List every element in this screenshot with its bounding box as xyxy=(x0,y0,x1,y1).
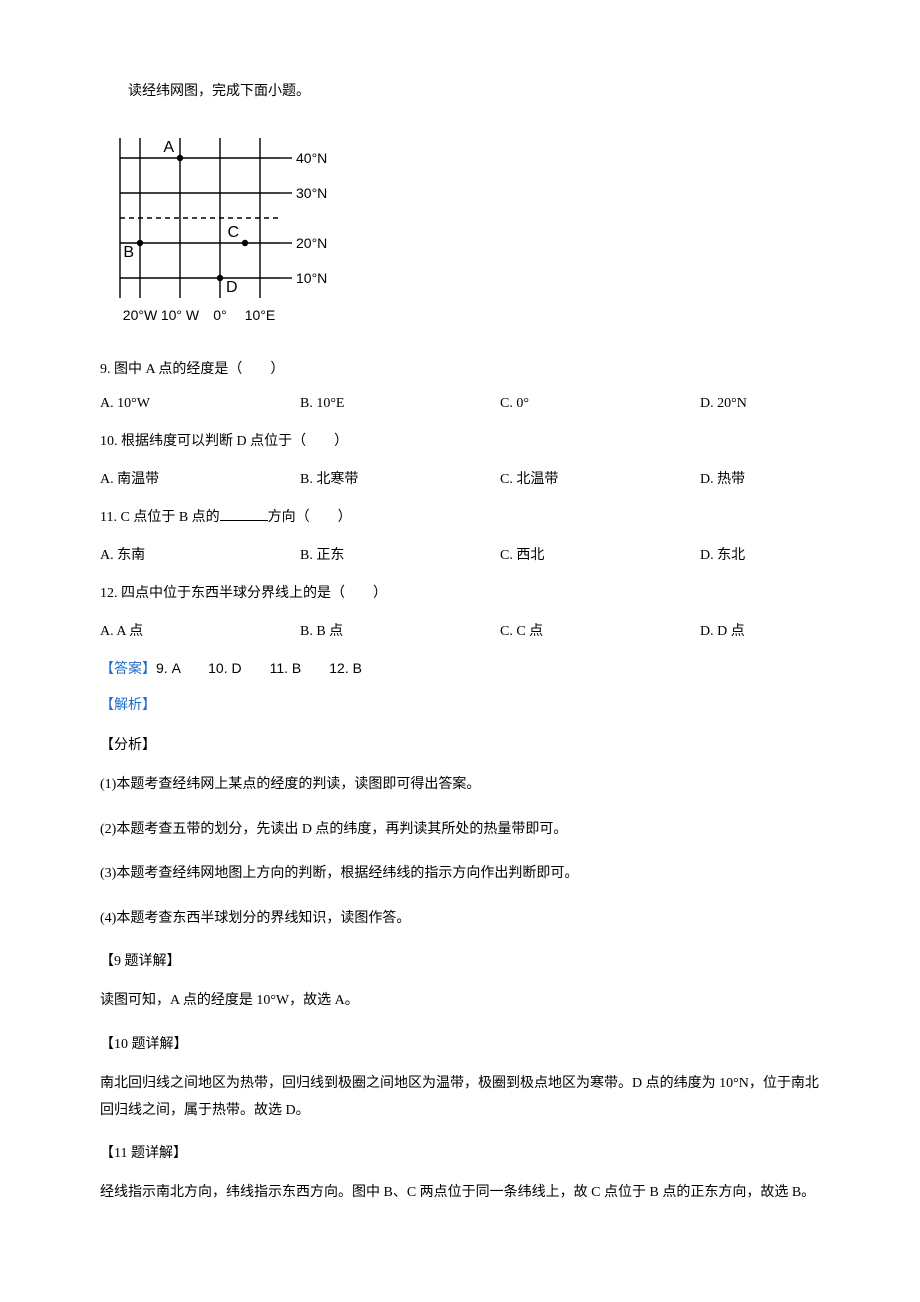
q10-options: A. 南温带 B. 北寒带 C. 北温带 D. 热带 xyxy=(100,468,820,488)
q12-stem: 12. 四点中位于东西半球分界线上的是（ ） xyxy=(100,582,820,602)
fenxi-tag: 【分析】 xyxy=(100,734,820,754)
q12-options: A. A 点 B. B 点 C. C 点 D. D 点 xyxy=(100,620,820,640)
q9-opt-c: C. 0° xyxy=(500,396,700,412)
q10-stem: 10. 根据纬度可以判断 D 点位于（ ） xyxy=(100,430,820,450)
d11-tag: 【11 题详解】 xyxy=(100,1142,820,1162)
q10-opt-a: A. 南温带 xyxy=(100,468,300,488)
q12-opt-c: C. C 点 xyxy=(500,620,700,640)
d9-text: 读图可知，A 点的经度是 10°W，故选 A。 xyxy=(100,988,820,1015)
svg-text:10°N: 10°N xyxy=(296,270,327,286)
svg-text:A: A xyxy=(163,139,174,156)
answer-line: 【答案】9. A 10. D 11. B 12. B xyxy=(100,658,820,678)
svg-text:30°N: 30°N xyxy=(296,185,327,201)
q10-opt-c: C. 北温带 xyxy=(500,468,700,488)
q11-stem-suffix: 方向（ ） xyxy=(268,510,352,525)
q11-opt-a: A. 东南 xyxy=(100,544,300,564)
q12-opt-d: D. D 点 xyxy=(700,620,745,640)
fenxi-p2: (2)本题考查五带的划分，先读出 D 点的纬度，再判读其所处的热量带即可。 xyxy=(100,817,820,844)
svg-text:B: B xyxy=(123,244,134,261)
svg-text:20°W: 20°W xyxy=(123,307,158,323)
coord-grid-figure: 40°N 30°N 20°N 10°N 20°W10° W 0° 10°E A B C D xyxy=(100,128,820,338)
q12-opt-b: B. B 点 xyxy=(300,620,500,640)
q11-blank xyxy=(220,507,268,521)
fenxi-p4: (4)本题考查东西半球划分的界线知识，读图作答。 xyxy=(100,906,820,933)
d11-text: 经线指示南北方向，纬线指示东西方向。图中 B、C 两点位于同一条纬线上，故 C … xyxy=(100,1180,820,1207)
fenxi-p1: (1)本题考查经纬网上某点的经度的判读，读图即可得出答案。 xyxy=(100,772,820,799)
d10-tag: 【10 题详解】 xyxy=(100,1033,820,1053)
svg-text:40°N: 40°N xyxy=(296,150,327,166)
svg-text:C: C xyxy=(227,224,239,241)
q10-opt-b: B. 北寒带 xyxy=(300,468,500,488)
svg-text:0°: 0° xyxy=(213,307,226,323)
q12-opt-a: A. A 点 xyxy=(100,620,300,640)
intro-text: 读经纬网图，完成下面小题。 xyxy=(100,80,820,100)
answer-label: 【答案】 xyxy=(100,660,156,676)
q9-opt-b: B. 10°E xyxy=(300,396,500,412)
svg-text:20°N: 20°N xyxy=(296,235,327,251)
analysis-label: 【解析】 xyxy=(100,694,820,714)
d10-text: 南北回归线之间地区为热带，回归线到极圈之间地区为温带，极圈到极点地区为寒带。D … xyxy=(100,1071,820,1124)
svg-text:10° W: 10° W xyxy=(161,307,200,323)
answer-text: 9. A 10. D 11. B 12. B xyxy=(156,660,362,676)
q11-opt-b: B. 正东 xyxy=(300,544,500,564)
q9-stem: 9. 图中 A 点的经度是（ ） xyxy=(100,358,820,378)
svg-text:10°E: 10°E xyxy=(245,307,276,323)
fenxi-p3: (3)本题考查经纬网地图上方向的判断，根据经纬线的指示方向作出判断即可。 xyxy=(100,861,820,888)
q9-options: A. 10°W B. 10°E C. 0° D. 20°N xyxy=(100,396,820,412)
q11-stem-prefix: 11. C 点位于 B 点的 xyxy=(100,510,220,525)
svg-text:D: D xyxy=(226,279,238,296)
q9-opt-a: A. 10°W xyxy=(100,396,300,412)
q9-opt-d: D. 20°N xyxy=(700,396,747,412)
q11-stem: 11. C 点位于 B 点的 方向（ ） xyxy=(100,506,820,526)
q10-opt-d: D. 热带 xyxy=(700,468,745,488)
q11-opt-c: C. 西北 xyxy=(500,544,700,564)
d9-tag: 【9 题详解】 xyxy=(100,950,820,970)
q11-options: A. 东南 B. 正东 C. 西北 D. 东北 xyxy=(100,544,820,564)
q11-opt-d: D. 东北 xyxy=(700,544,745,564)
